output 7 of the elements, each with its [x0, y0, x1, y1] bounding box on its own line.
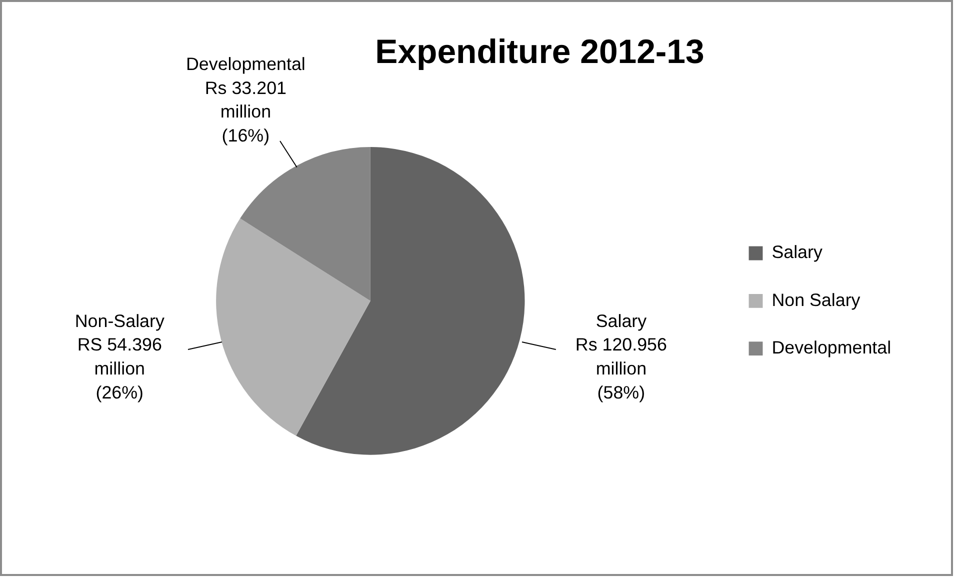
text: Salary Rs 120.956 million (58%) [575, 310, 668, 402]
text: Developmental Rs 33.201 million (16%) [186, 54, 306, 146]
legend-label: Salary [772, 242, 822, 262]
legend-label: Non Salary [772, 290, 860, 310]
chart-title: Expenditure 2012-13 [375, 32, 704, 71]
legend-label: Developmental [772, 338, 892, 358]
text: Non-Salary RS 54.396 million (26%) [74, 310, 164, 402]
